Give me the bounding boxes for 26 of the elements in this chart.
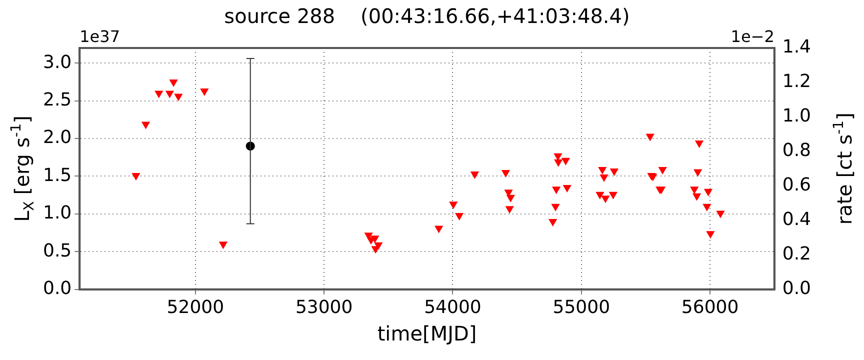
y-tick-label: 0.0 bbox=[42, 278, 72, 300]
x-axis-title: time[MJD] bbox=[377, 322, 477, 346]
y2-tick-label: 1.4 bbox=[782, 36, 812, 58]
y2-tick-label: 0.6 bbox=[782, 174, 812, 196]
y-tick-label: 3.0 bbox=[42, 52, 72, 73]
y-tick-label: 1.5 bbox=[42, 164, 72, 186]
chart-title: source 288 (00:43:16.66,+41:03:48.4) bbox=[224, 4, 630, 28]
y2-tick-label: 1.0 bbox=[782, 106, 812, 127]
text: 1e37 bbox=[80, 27, 120, 46]
y-axis-title: LX [erg s-1] bbox=[8, 116, 38, 222]
y2-tick-label: 0.0 bbox=[782, 278, 812, 300]
x-tick-label: 52000 bbox=[166, 296, 224, 318]
y2-tick-label: 1.2 bbox=[782, 71, 812, 92]
y-tick-label: 1.0 bbox=[42, 202, 72, 224]
y2-axis-title: rate [ct s-1] bbox=[831, 112, 857, 225]
y2-tick-label: 0.4 bbox=[782, 209, 812, 230]
y-tick-label: 2.5 bbox=[42, 89, 72, 110]
y-tick-label: 2.0 bbox=[42, 127, 72, 148]
y2-tick-label: 0.2 bbox=[782, 244, 812, 265]
y-tick-label: 0.5 bbox=[42, 240, 72, 262]
text: 1e−2 bbox=[730, 27, 774, 46]
x-tick-label: 54000 bbox=[424, 296, 482, 318]
x-tick-label: 56000 bbox=[681, 296, 739, 318]
x-tick-label: 55000 bbox=[552, 296, 610, 318]
y2-tick-label: 0.8 bbox=[782, 140, 812, 162]
x-tick-label: 53000 bbox=[295, 296, 353, 318]
